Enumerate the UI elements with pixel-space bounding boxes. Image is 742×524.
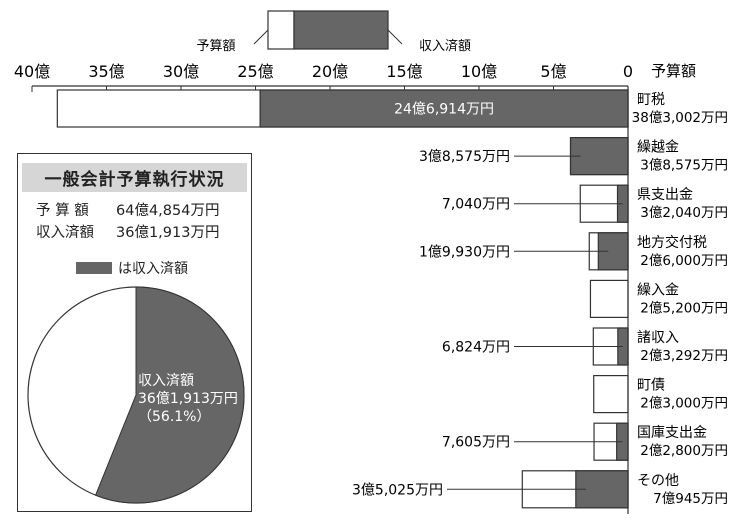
- x-tick-label: 40億: [14, 62, 50, 81]
- bar-budget: [593, 375, 629, 414]
- revenue-value-label: 24億6,914万円: [394, 102, 494, 118]
- budget-total-label: 予 算 額: [36, 203, 89, 219]
- bar-revenue: [259, 89, 629, 128]
- bar-budget: [589, 279, 629, 318]
- x-tick-label: 10億: [461, 62, 497, 81]
- category-label: 地方交付税: [637, 234, 707, 251]
- summary-values: 予 算 額 64億4,854万円 収入済額 36億1,913万円: [36, 200, 219, 244]
- revenue-value-label: 3億8,575万円: [419, 149, 510, 165]
- budget-value-label: 2億2,800万円: [640, 443, 728, 459]
- revenue-value-label: 7,040万円: [442, 197, 510, 213]
- budget-value-label: 2億5,200万円: [640, 300, 728, 316]
- budget-value-label: 3億2,040万円: [640, 205, 728, 221]
- budget-value-label: 2億6,000万円: [640, 253, 728, 269]
- x-tick-label: 25億: [237, 62, 273, 81]
- category-label: その他: [637, 473, 679, 489]
- category-label: 国庫支出金: [637, 424, 707, 441]
- budget-value-label: 38億3,002万円: [632, 110, 728, 126]
- execution-pie-chart: [27, 286, 245, 504]
- x-tick-label: 30億: [163, 62, 199, 81]
- budget-value-label: 3億8,575万円: [640, 158, 728, 174]
- chart-legend: 予算額 収入済額: [196, 10, 471, 54]
- x-tick-label: 15億: [386, 62, 422, 81]
- pie-revenue-slice: [94, 286, 245, 504]
- budget-value-label: 2億3,000万円: [640, 396, 728, 412]
- x-tick-label: 0: [623, 62, 633, 81]
- x-axis-ticks: 40億 35億 30億 25億 20億 15億 10億 5億 0: [14, 62, 633, 92]
- category-label: 繰越金: [637, 140, 679, 156]
- legend-budget-swatch: [267, 10, 295, 50]
- pie-revenue-label: 収入済額 36億1,913万円 （56.1%）: [138, 372, 238, 426]
- legend-budget-label: 予算額: [196, 39, 235, 54]
- pie-label-line1: 収入済額: [138, 373, 194, 389]
- category-label: 町債: [637, 378, 665, 394]
- x-tick-label: 20億: [312, 62, 348, 81]
- legend-revenue-label: 収入済額: [419, 38, 471, 54]
- category-label: 県支出金: [637, 187, 693, 203]
- x-tick-label: 5億: [540, 62, 566, 81]
- legend-revenue-leader: [387, 29, 403, 45]
- summary-panel: 一般会計予算執行状況 予 算 額 64億4,854万円 収入済額 36億1,91…: [17, 153, 252, 512]
- budget-value-label: 2億3,292万円: [640, 348, 728, 364]
- revenue-total-label: 収入済額: [36, 225, 94, 241]
- budget-value-label: 7億945万円: [653, 491, 728, 507]
- revenue-value-label: 1億9,930万円: [419, 244, 510, 260]
- revenue-total-value: 36億1,913万円: [116, 225, 220, 241]
- revenue-row: 収入済額 36億1,913万円: [36, 222, 219, 244]
- pie-label-line3: （56.1%）: [138, 409, 211, 425]
- axis-header: 予算額: [651, 62, 696, 80]
- pie-legend: は収入済額: [76, 258, 188, 278]
- bar-revenue: [569, 137, 629, 176]
- panel-title: 一般会計予算執行状況: [22, 163, 247, 192]
- budget-total-value: 64億4,854万円: [116, 203, 220, 219]
- budget-row: 予 算 額 64億4,854万円: [36, 200, 219, 222]
- pie-label-line2: 36億1,913万円: [138, 391, 238, 407]
- category-label: 繰入金: [637, 282, 679, 298]
- pie-legend-text: は収入済額: [118, 261, 188, 277]
- legend-budget-leader: [253, 29, 269, 45]
- revenue-value-label: 3億5,025万円: [352, 482, 443, 498]
- category-label: 町税: [637, 92, 665, 108]
- x-tick-label: 35億: [88, 62, 124, 81]
- pie-legend-swatch: [76, 262, 112, 274]
- revenue-value-label: 6,824万円: [442, 340, 510, 356]
- revenue-value-label: 7,605万円: [442, 435, 510, 451]
- category-label: 諸収入: [637, 330, 679, 346]
- legend-revenue-swatch: [293, 10, 389, 50]
